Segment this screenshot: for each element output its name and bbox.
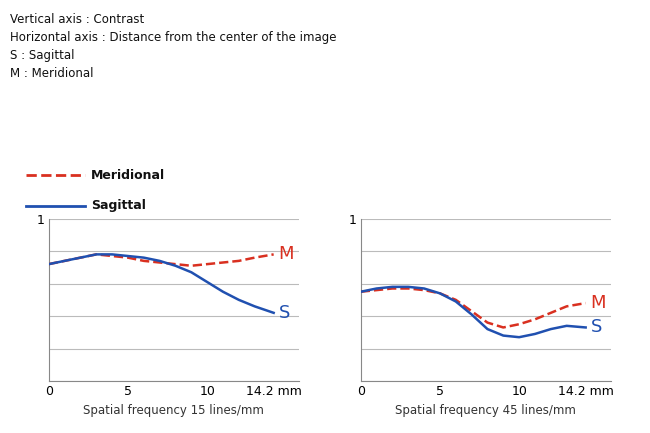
Text: M: M	[278, 246, 294, 263]
X-axis label: Spatial frequency 15 lines/mm: Spatial frequency 15 lines/mm	[83, 404, 265, 417]
X-axis label: Spatial frequency 45 lines/mm: Spatial frequency 45 lines/mm	[395, 404, 577, 417]
Text: M: M	[590, 294, 606, 312]
Text: S: S	[590, 318, 602, 336]
Text: Vertical axis : Contrast
Horizontal axis : Distance from the center of the image: Vertical axis : Contrast Horizontal axis…	[10, 13, 336, 80]
Text: S: S	[278, 304, 290, 322]
Text: Meridional: Meridional	[91, 169, 165, 182]
Text: Sagittal: Sagittal	[91, 199, 146, 212]
